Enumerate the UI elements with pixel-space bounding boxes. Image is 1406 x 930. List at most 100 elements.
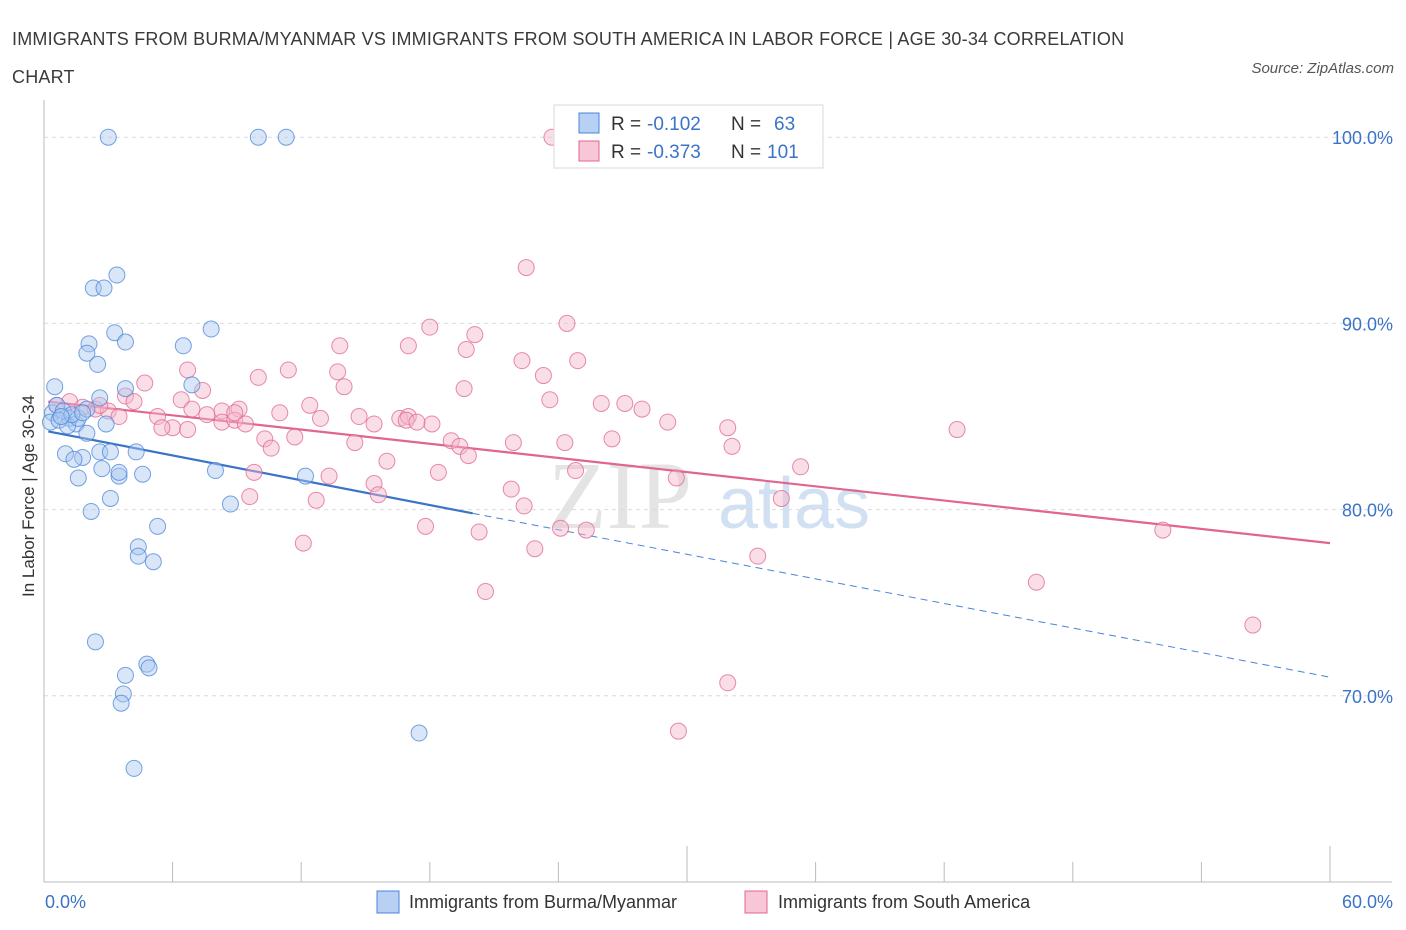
trend-line-blue xyxy=(48,430,473,515)
data-point-pink xyxy=(526,540,544,558)
data-point-blue xyxy=(144,553,162,571)
data-point-blue xyxy=(93,460,111,478)
data-point-blue xyxy=(106,324,124,342)
data-point-blue xyxy=(249,128,267,146)
data-point-pink xyxy=(633,400,651,418)
data-point-pink xyxy=(459,447,477,465)
data-point-pink xyxy=(99,402,117,420)
series-legend-label-blue: Immigrants from Burma/Myanmar xyxy=(409,892,677,912)
data-point-blue xyxy=(183,376,201,394)
data-point-pink xyxy=(249,368,267,386)
data-point-blue xyxy=(97,415,115,433)
data-point-pink xyxy=(198,406,216,424)
trend-line-pink xyxy=(48,400,1331,545)
data-point-pink xyxy=(659,413,677,431)
data-point-pink xyxy=(320,467,338,485)
data-point-pink xyxy=(948,421,966,439)
axes xyxy=(43,100,1392,883)
data-point-pink xyxy=(110,408,128,426)
data-point-pink xyxy=(477,583,495,601)
legend-n-value-2: 101 xyxy=(767,142,799,163)
data-point-blue xyxy=(127,443,145,461)
data-point-pink xyxy=(667,469,685,487)
data-point-pink xyxy=(1027,573,1045,591)
data-point-pink xyxy=(541,391,559,409)
data-point-pink xyxy=(226,404,244,422)
data-point-pink xyxy=(534,367,552,385)
data-point-blue xyxy=(78,424,96,442)
data-point-pink xyxy=(307,491,325,509)
legend-n-label-2: N = xyxy=(731,142,761,163)
data-point-blue xyxy=(86,633,104,651)
y-tick-label: 70.0% xyxy=(1342,687,1393,707)
data-point-blue xyxy=(101,489,119,507)
data-point-pink xyxy=(592,394,610,412)
data-point-blue xyxy=(46,378,64,396)
data-point-pink xyxy=(423,415,441,433)
trend-lines xyxy=(48,400,1331,678)
data-point-pink xyxy=(294,534,312,552)
data-point-pink xyxy=(153,419,171,437)
data-point-pink xyxy=(271,404,289,422)
data-point-pink xyxy=(451,437,469,455)
data-point-blue xyxy=(63,406,81,424)
data-point-pink xyxy=(256,430,274,448)
data-point-pink xyxy=(346,434,364,452)
series-legend-label-pink: Immigrants from South America xyxy=(778,892,1031,912)
data-point-pink xyxy=(245,463,263,481)
legend-r-value-2: -0.373 xyxy=(647,142,701,163)
legend-n-value-1: 63 xyxy=(774,114,795,135)
trend-line-blue-dashed xyxy=(472,512,1331,678)
watermark-zip: ZIP xyxy=(548,442,692,549)
data-point-blue xyxy=(69,469,87,487)
y-tick-label: 80.0% xyxy=(1342,501,1393,521)
data-point-blue xyxy=(110,467,128,485)
data-point-pink xyxy=(1154,521,1172,539)
data-point-pink xyxy=(569,352,587,370)
data-point-pink xyxy=(513,352,531,370)
data-point-blue xyxy=(41,413,59,431)
data-points xyxy=(41,128,1262,777)
data-point-pink xyxy=(502,480,520,498)
legend-swatch-pink xyxy=(578,140,600,162)
data-point-pink xyxy=(567,462,585,480)
data-point-blue xyxy=(116,666,134,684)
data-point-pink xyxy=(365,475,383,493)
data-point-blue xyxy=(48,396,66,414)
data-point-pink xyxy=(365,415,383,433)
data-point-pink xyxy=(236,415,254,433)
data-point-pink xyxy=(669,722,687,740)
data-point-pink xyxy=(241,488,259,506)
data-point-blue xyxy=(221,495,239,513)
data-point-pink xyxy=(719,674,737,692)
data-point-blue xyxy=(65,450,83,468)
data-point-pink xyxy=(125,393,143,411)
data-point-pink xyxy=(179,361,197,379)
legend-n-label-1: N = xyxy=(731,114,761,135)
data-point-blue xyxy=(110,463,128,481)
data-point-pink xyxy=(552,519,570,537)
data-point-pink xyxy=(470,523,488,541)
data-point-blue xyxy=(74,404,92,422)
data-point-blue xyxy=(149,517,167,535)
data-point-pink xyxy=(442,432,460,450)
data-point-pink xyxy=(504,434,522,452)
legend-r-value-1: -0.102 xyxy=(647,114,701,135)
data-point-pink xyxy=(1244,616,1262,634)
data-point-pink xyxy=(558,314,576,332)
data-point-pink xyxy=(603,430,621,448)
data-point-blue xyxy=(95,279,113,297)
data-point-blue xyxy=(56,445,74,463)
y-tick-label: 90.0% xyxy=(1342,314,1393,334)
data-point-blue xyxy=(108,266,126,284)
data-point-pink xyxy=(329,363,347,381)
data-point-blue xyxy=(82,502,100,520)
data-point-pink xyxy=(466,326,484,344)
data-point-blue xyxy=(174,337,192,355)
data-point-blue xyxy=(277,128,295,146)
data-point-pink xyxy=(136,374,154,392)
data-point-pink xyxy=(719,419,737,437)
data-point-pink xyxy=(183,400,201,418)
series-legend-swatch-blue xyxy=(376,890,400,914)
data-point-blue xyxy=(116,333,134,351)
